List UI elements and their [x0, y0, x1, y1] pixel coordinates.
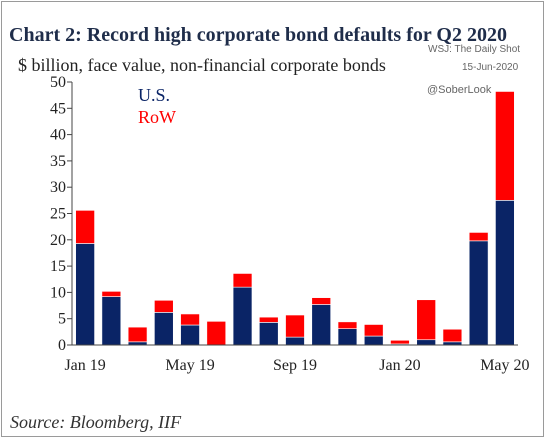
bar-us	[75, 243, 95, 346]
y-tick-label: 25	[50, 206, 66, 223]
y-tick-label: 35	[50, 153, 66, 170]
y-tick-label: 15	[50, 258, 66, 275]
x-tick-label: Jan 19	[64, 357, 105, 374]
bar-row	[154, 299, 174, 313]
bar-row	[180, 313, 200, 326]
credit-handle: @SoberLook	[427, 84, 492, 96]
bar-row	[468, 232, 489, 242]
bar-row	[206, 321, 227, 346]
y-tick-label: 5	[58, 311, 66, 328]
bar-row	[75, 210, 95, 244]
bar-row	[127, 326, 148, 343]
legend-entry-row: RoW	[138, 107, 176, 127]
bar-row	[442, 328, 463, 343]
x-tick-label: May 20	[480, 357, 529, 374]
chart-subtitle: $ billion, face value, non-financial cor…	[18, 55, 386, 75]
bar-row	[363, 324, 384, 337]
x-tick-label: Sep 19	[273, 357, 317, 374]
y-tick-label: 0	[58, 337, 66, 354]
bar-row	[285, 314, 305, 338]
bar-row	[311, 297, 331, 305]
bar-row	[495, 91, 515, 201]
y-tick-label: 50	[50, 74, 66, 91]
chart-title: Chart 2: Record high corporate bond defa…	[9, 24, 507, 46]
y-tick-label: 45	[50, 100, 66, 117]
bar-row	[232, 273, 253, 288]
bar-row	[337, 321, 358, 329]
bar-us	[285, 336, 305, 346]
y-tick-label: 10	[50, 284, 66, 301]
bar-us	[495, 200, 515, 346]
bar-us	[259, 322, 279, 346]
bar-us	[468, 240, 489, 346]
x-tick-label: Jan 20	[379, 357, 420, 374]
bar-us	[311, 304, 331, 346]
bar-us	[337, 328, 358, 346]
bar-row	[416, 299, 436, 341]
bar-us	[416, 339, 436, 346]
credit-publisher: WSJ: The Daily Shot	[428, 44, 521, 55]
y-tick-label: 40	[50, 127, 66, 144]
bar-us	[154, 312, 174, 346]
x-tick-label: May 19	[165, 357, 214, 374]
legend-entry-us: U.S.	[138, 85, 170, 105]
y-tick-label: 20	[50, 232, 66, 249]
bar-us	[101, 296, 122, 346]
bar-us	[180, 324, 200, 346]
bar-us	[363, 335, 384, 346]
source-note: Source: Bloomberg, IIF	[10, 412, 182, 432]
bar-row	[101, 291, 122, 297]
bar-us	[232, 286, 253, 346]
y-tick-label: 30	[50, 179, 66, 196]
bar-row	[390, 339, 410, 345]
credit-date: 15-Jun-2020	[462, 62, 519, 73]
bar-row	[259, 316, 279, 323]
